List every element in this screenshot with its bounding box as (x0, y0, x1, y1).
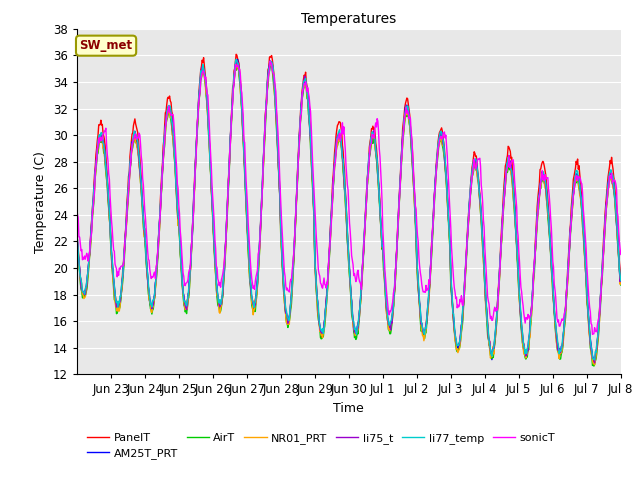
Line: li75_t: li75_t (77, 60, 621, 363)
Legend: PanelT, AM25T_PRT, AirT, NR01_PRT, li75_t, li77_temp, sonicT: PanelT, AM25T_PRT, AirT, NR01_PRT, li75_… (83, 428, 559, 464)
Line: AM25T_PRT: AM25T_PRT (77, 60, 621, 360)
Line: sonicT: sonicT (77, 61, 621, 335)
Y-axis label: Temperature (C): Temperature (C) (34, 151, 47, 252)
Line: li77_temp: li77_temp (77, 60, 621, 360)
Title: Temperatures: Temperatures (301, 12, 396, 26)
Line: AirT: AirT (77, 63, 621, 366)
X-axis label: Time: Time (333, 402, 364, 415)
Line: PanelT: PanelT (77, 54, 621, 362)
Text: SW_met: SW_met (79, 39, 132, 52)
Line: NR01_PRT: NR01_PRT (77, 64, 621, 365)
